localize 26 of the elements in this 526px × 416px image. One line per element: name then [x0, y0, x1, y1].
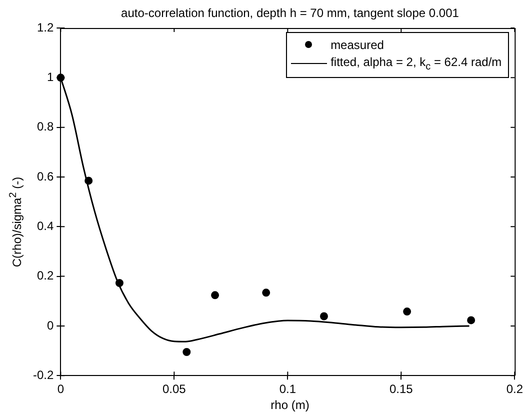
y-tick-label: -0.2	[32, 368, 54, 382]
chart-title: auto-correlation function, depth h = 70 mm, tangent slope 0.001	[120, 6, 460, 20]
x-tick-label: 0.2	[506, 382, 524, 396]
x-tick-label: 0.1	[279, 382, 296, 396]
y-tick-label: 1	[46, 70, 54, 84]
point	[320, 312, 328, 320]
point	[84, 176, 93, 185]
point	[115, 278, 124, 287]
x-tick-label: 0.15	[389, 382, 414, 396]
x-axis-title: rho (m)	[270, 398, 310, 412]
point	[467, 316, 476, 324]
point	[211, 291, 220, 300]
y-tick-label: 1.2	[36, 20, 54, 34]
y-tick-label: 0	[46, 318, 54, 332]
y-tick-label: 0.6	[36, 169, 54, 184]
point	[262, 288, 270, 297]
x-tick-label: 0	[57, 382, 64, 396]
point	[56, 74, 65, 82]
y-tick-label: 0.2	[36, 268, 54, 283]
y-tick-label: 0.4	[36, 218, 54, 233]
x-tick-label: 0.05	[162, 382, 186, 396]
point	[182, 348, 191, 356]
legend-label: measured	[330, 38, 384, 52]
y-tick-label: 0.8	[36, 120, 54, 134]
legend-label: fitted, alpha = 2, k$_{c}$ = 62.4 rad/m	[330, 54, 502, 72]
point	[403, 308, 412, 316]
